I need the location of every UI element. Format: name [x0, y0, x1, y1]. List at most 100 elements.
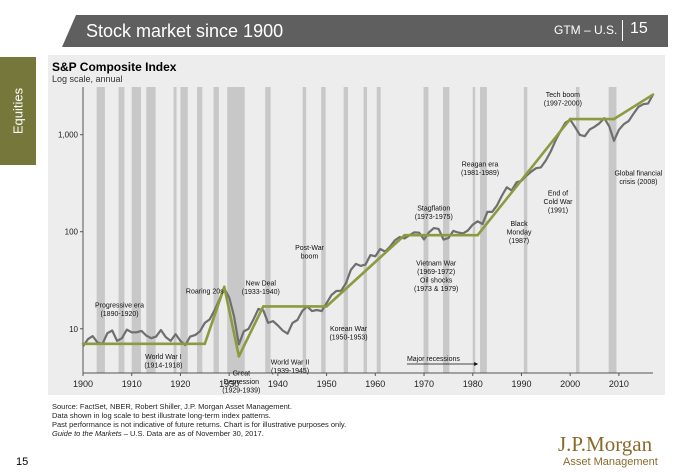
event-annotation: End of Cold War (1991) — [544, 191, 574, 215]
trend-segment — [612, 93, 655, 121]
recession-bar — [180, 87, 188, 373]
event-annotation-line: (1969-1972) — [417, 269, 455, 276]
footnote-log-scale: Data shown in log scale to best illustra… — [52, 411, 271, 420]
event-annotation-line: Tech boom — [546, 92, 580, 99]
recession-legend-label: Major recessions — [407, 356, 460, 363]
event-annotation-line: (1950-1953) — [329, 334, 367, 341]
recession-bar — [423, 87, 429, 373]
event-annotation-line: Roaring 20s — [186, 289, 224, 296]
event-annotation-line: Black — [510, 221, 528, 228]
footnote-guide: Guide to the Markets – U.S. Data are as … — [52, 429, 346, 438]
recession-bar — [608, 87, 617, 373]
trend-segment — [476, 117, 572, 237]
section-tab-label: Equities — [10, 87, 26, 135]
recession-bar — [321, 87, 326, 373]
event-annotation-line: (1929-1939) — [222, 387, 260, 394]
logo-subtitle: Asset Management — [563, 456, 658, 468]
event-annotation: Great Depression (1929-1939) — [222, 370, 260, 394]
recession-bar — [197, 87, 203, 373]
recession-bar — [343, 87, 349, 373]
event-annotation-line: crisis (2008) — [619, 179, 657, 186]
event-annotation: World War I (1914-1918) — [144, 354, 182, 370]
recession-bar — [146, 87, 156, 373]
event-annotation-line: Great — [233, 370, 251, 377]
section-tab[interactable] — [0, 57, 36, 165]
event-annotation-line: (1991) — [548, 208, 568, 215]
recession-bar — [376, 87, 381, 373]
event-annotation-line: End of — [548, 191, 568, 198]
header-separator — [622, 20, 623, 41]
recession-bar — [443, 87, 450, 373]
banner-notch — [62, 15, 76, 47]
recession-bar — [96, 87, 105, 373]
event-annotation-line: (1933-1940) — [242, 289, 280, 296]
event-annotation: Tech boom (1997-2000) — [544, 92, 582, 108]
event-annotation: Progressive era (1890-1920) — [95, 303, 144, 319]
y-tick-label: 100 — [65, 228, 79, 237]
recession-bar — [576, 87, 580, 373]
recession-bar — [131, 87, 141, 373]
footnote-source: Source: FactSet, NBER, Robert Shiller, J… — [52, 402, 292, 411]
event-annotation: Vietnam War (1969-1972) Oil shocks (1973 & … — [414, 260, 458, 293]
event-annotation: Black Monday (1987) — [507, 221, 532, 245]
x-tick-label: 1940 — [268, 379, 288, 389]
trend-segment — [325, 233, 406, 308]
event-annotation-line: Post-War — [295, 245, 325, 252]
recession-bar — [363, 87, 368, 373]
x-tick-label: 1990 — [511, 379, 531, 389]
x-tick-label: 1960 — [365, 379, 385, 389]
x-tick-label: 2010 — [609, 379, 629, 389]
event-annotation: Reagan era (1981-1989) — [461, 161, 499, 177]
event-annotation-line: Reagan era — [462, 161, 499, 168]
event-annotation-line: (1981-1989) — [461, 170, 499, 177]
recession-bar — [302, 87, 307, 373]
event-annotation-line: (1973-1975) — [415, 214, 453, 221]
trend-segment — [237, 305, 265, 358]
footnote-disclaimer: Past performance is not indicative of fu… — [52, 420, 347, 429]
page-title: Stock market since 1900 — [86, 21, 284, 41]
recession-bar — [213, 87, 219, 373]
trend-segment — [222, 285, 241, 358]
x-tick-label: 1980 — [463, 379, 483, 389]
event-annotation-line: (1973 & 1979) — [414, 286, 458, 293]
recession-bar — [523, 87, 528, 373]
x-tick-label: 1950 — [317, 379, 337, 389]
footnote-guide-date: – U.S. Data are as of November 30, 2017. — [121, 429, 264, 438]
event-annotation-line: Korean War — [330, 326, 368, 333]
chart-subtitle: Log scale, annual — [52, 74, 123, 84]
y-tick-label: 10 — [69, 325, 78, 334]
event-annotation-line: (1987) — [509, 238, 529, 245]
x-tick-label: 1930 — [219, 379, 239, 389]
recession-bar — [227, 87, 245, 373]
event-annotation: New Deal (1933-1940) — [242, 280, 280, 296]
event-annotation: Korean War (1950-1953) — [329, 326, 367, 342]
event-annotation: Roaring 20s — [186, 289, 224, 296]
trend-segment — [203, 285, 226, 346]
event-annotation-line: Vietnam War — [416, 260, 457, 267]
index-line — [82, 94, 654, 347]
recession-bar — [265, 87, 271, 373]
x-tick-label: 1920 — [170, 379, 190, 389]
event-annotation-line: World War I — [145, 354, 182, 361]
event-annotation-line: boom — [301, 253, 319, 260]
recession-bar — [118, 87, 125, 373]
page-number: 15 — [16, 456, 29, 468]
event-annotation-line: World War II — [271, 359, 310, 366]
recession-bar — [173, 87, 177, 373]
recession-bar — [480, 87, 487, 373]
event-annotation-line: New Deal — [246, 280, 277, 287]
event-annotation: Post-War boom — [295, 245, 325, 261]
footnotes: Source: FactSet, NBER, Robert Shiller, J… — [52, 402, 346, 438]
event-annotation: World War II (1939-1945) — [271, 359, 310, 375]
header-banner — [62, 15, 668, 47]
event-annotation-line: Depression — [224, 379, 260, 386]
event-annotation-line: Cold War — [544, 199, 574, 206]
footnote-guide-title: Guide to the Markets — [52, 429, 122, 438]
recession-legend-arrowhead — [474, 362, 479, 366]
event-annotation-line: (1914-1918) — [144, 362, 182, 369]
event-annotation-line: (1939-1945) — [271, 368, 309, 375]
x-tick-label: 1910 — [122, 379, 142, 389]
event-annotation-line: (1890-1920) — [100, 311, 138, 318]
event-annotation-line: Stagflation — [417, 206, 450, 213]
event-annotation: Global financial crisis (2008) — [614, 170, 662, 186]
